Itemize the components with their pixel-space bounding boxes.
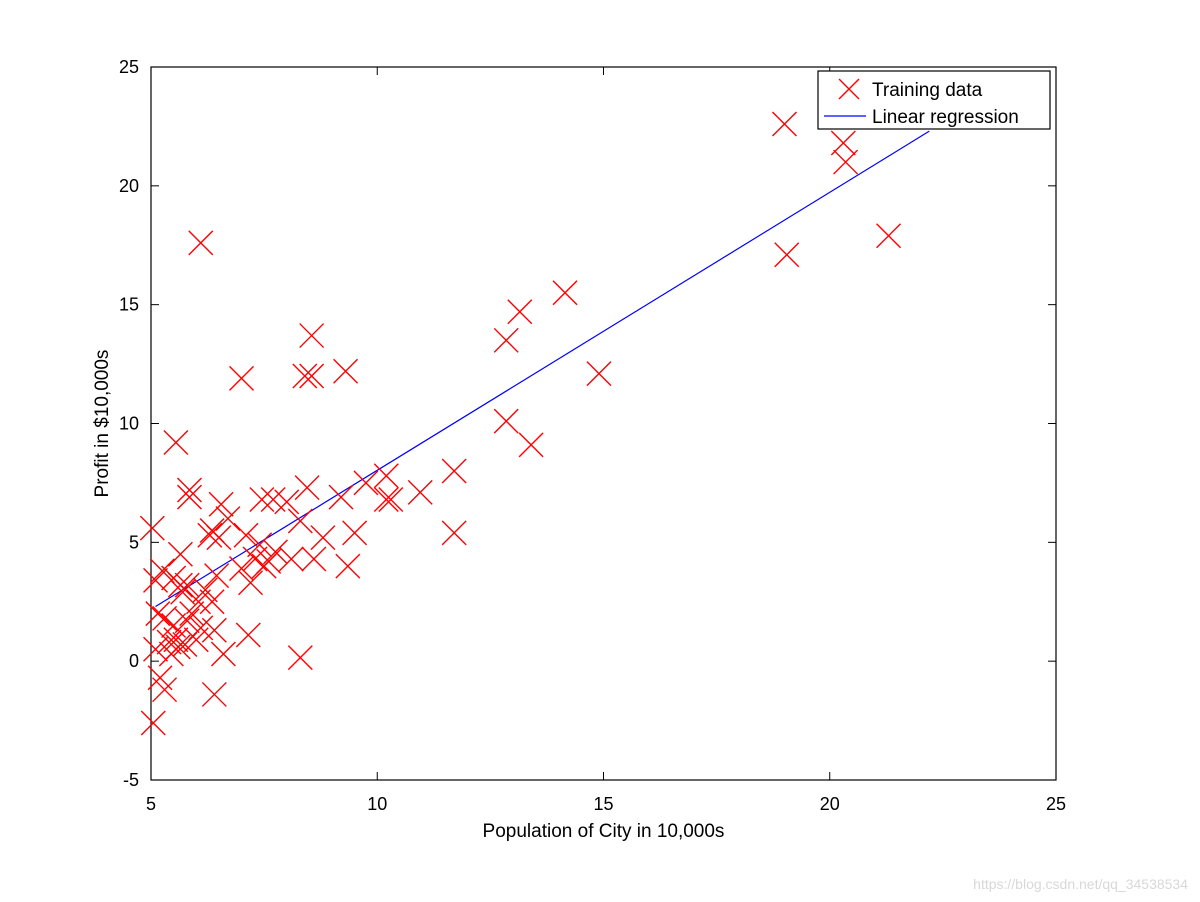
data-point <box>167 541 193 567</box>
data-point <box>407 479 433 505</box>
data-point <box>139 515 165 541</box>
data-point <box>229 555 254 581</box>
data-point <box>210 641 236 667</box>
data-point <box>192 577 218 603</box>
data-point <box>199 589 225 615</box>
data-point <box>353 470 379 496</box>
data-point <box>176 484 202 510</box>
regression-line-series <box>155 130 930 608</box>
y-tick-label: 20 <box>119 176 139 196</box>
data-point <box>229 365 254 391</box>
data-point <box>287 508 313 534</box>
data-point <box>140 710 166 736</box>
data-point <box>233 522 259 548</box>
data-point <box>441 520 467 546</box>
data-point <box>328 484 354 510</box>
legend-label-training-data: Training data <box>872 80 983 101</box>
data-point <box>833 149 859 175</box>
data-point <box>278 546 304 572</box>
data-point <box>292 363 318 389</box>
data-point <box>152 677 178 703</box>
data-point <box>249 487 275 513</box>
legend-marker-training-data <box>838 78 860 100</box>
x-tick-label: 25 <box>1046 794 1066 814</box>
plot-area <box>150 66 1057 781</box>
data-point <box>876 223 902 249</box>
data-point <box>149 558 175 584</box>
data-point <box>143 636 169 662</box>
data-point <box>262 539 288 565</box>
y-tick-label: 10 <box>119 414 139 434</box>
watermark: https://blog.csdn.net/qq_34538534 <box>973 876 1188 892</box>
regression-line <box>155 130 930 608</box>
data-point <box>493 408 519 434</box>
x-axis: 5 10 15 20 25 <box>146 67 1066 814</box>
data-point <box>310 525 336 551</box>
y-tick-label: 25 <box>119 57 139 77</box>
data-point <box>197 522 223 548</box>
data-point <box>188 230 214 256</box>
data-point <box>342 520 368 546</box>
data-point <box>238 570 264 596</box>
data-point <box>441 458 467 484</box>
data-point <box>774 242 800 268</box>
data-point <box>552 280 578 306</box>
training-data-series <box>139 73 942 736</box>
data-point <box>174 608 200 634</box>
y-tick-label: -5 <box>123 770 139 790</box>
data-point <box>373 487 399 513</box>
data-point <box>215 506 241 532</box>
data-point <box>201 681 227 707</box>
data-point <box>235 622 261 648</box>
data-point <box>294 475 320 501</box>
data-point <box>145 601 171 627</box>
data-point <box>507 299 533 325</box>
data-point <box>170 579 196 605</box>
y-axis: -5 0 5 10 15 20 25 <box>119 57 1056 790</box>
data-point <box>163 627 189 653</box>
data-point <box>179 601 205 627</box>
y-axis-label: Profit in $10,000s <box>92 350 113 498</box>
y-tick-label: 0 <box>129 651 139 671</box>
data-point <box>201 617 227 643</box>
data-point <box>204 563 230 589</box>
y-tick-label: 15 <box>119 295 139 315</box>
data-point <box>378 487 404 513</box>
data-point <box>274 489 300 515</box>
data-point <box>373 463 399 489</box>
data-point <box>206 525 232 551</box>
data-point <box>156 629 182 655</box>
data-point <box>586 361 612 387</box>
y-tick-label: 5 <box>129 532 139 552</box>
data-point <box>247 532 273 558</box>
data-point <box>493 327 519 353</box>
data-point <box>186 589 212 615</box>
data-point <box>772 111 797 137</box>
data-point <box>165 634 191 660</box>
data-point <box>301 546 327 572</box>
legend: Training data Linear regression <box>817 70 1051 130</box>
data-point <box>176 477 202 503</box>
data-point <box>518 432 544 458</box>
data-point <box>167 572 193 598</box>
x-tick-label: 20 <box>820 794 840 814</box>
data-point <box>163 430 189 456</box>
legend-label-linear-regression: Linear regression <box>872 107 1019 128</box>
data-point <box>299 363 325 389</box>
data-point <box>299 323 325 349</box>
data-point <box>333 358 359 384</box>
data-point <box>208 491 234 517</box>
data-point <box>287 645 313 671</box>
data-point <box>174 572 200 598</box>
x-tick-label: 10 <box>367 794 387 814</box>
x-axis-label: Population of City in 10,000s <box>483 821 725 842</box>
x-tick-label: 5 <box>146 794 156 814</box>
data-point <box>335 553 361 579</box>
x-tick-label: 15 <box>593 794 613 814</box>
